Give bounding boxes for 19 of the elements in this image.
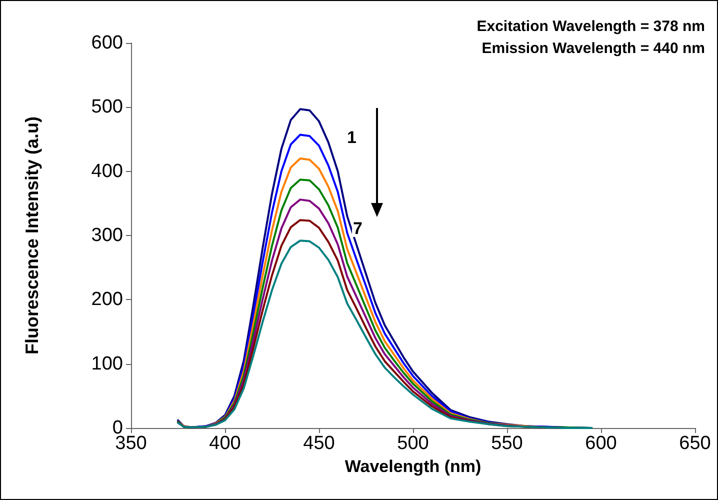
annotation: 1 — [347, 128, 356, 147]
line-series — [177, 158, 546, 428]
x-tick-label: 600 — [585, 433, 617, 454]
y-tick-label: 200 — [91, 289, 123, 310]
annotation: Emission Wavelength = 440 nm — [482, 40, 705, 57]
y-axis-title: Fluorescence Intensity (a.u) — [22, 116, 42, 355]
x-tick-label: 450 — [303, 433, 335, 454]
x-tick-label: 500 — [397, 433, 429, 454]
y-tick-label: 100 — [91, 353, 123, 374]
annotation: 7 — [353, 219, 362, 238]
x-tick-label: 400 — [209, 433, 241, 454]
x-tick-label: 650 — [679, 433, 711, 454]
text: Excitation Wavelength = 378 nm — [476, 18, 706, 35]
y-tick-label: 400 — [91, 160, 123, 182]
y-tick-label: 600 — [91, 32, 123, 54]
y-tick-label: 500 — [91, 96, 123, 118]
x-tick-label: 550 — [491, 433, 523, 454]
x-axis-title: Wavelength (nm) — [344, 456, 482, 476]
y-tick-label: 300 — [91, 225, 123, 246]
